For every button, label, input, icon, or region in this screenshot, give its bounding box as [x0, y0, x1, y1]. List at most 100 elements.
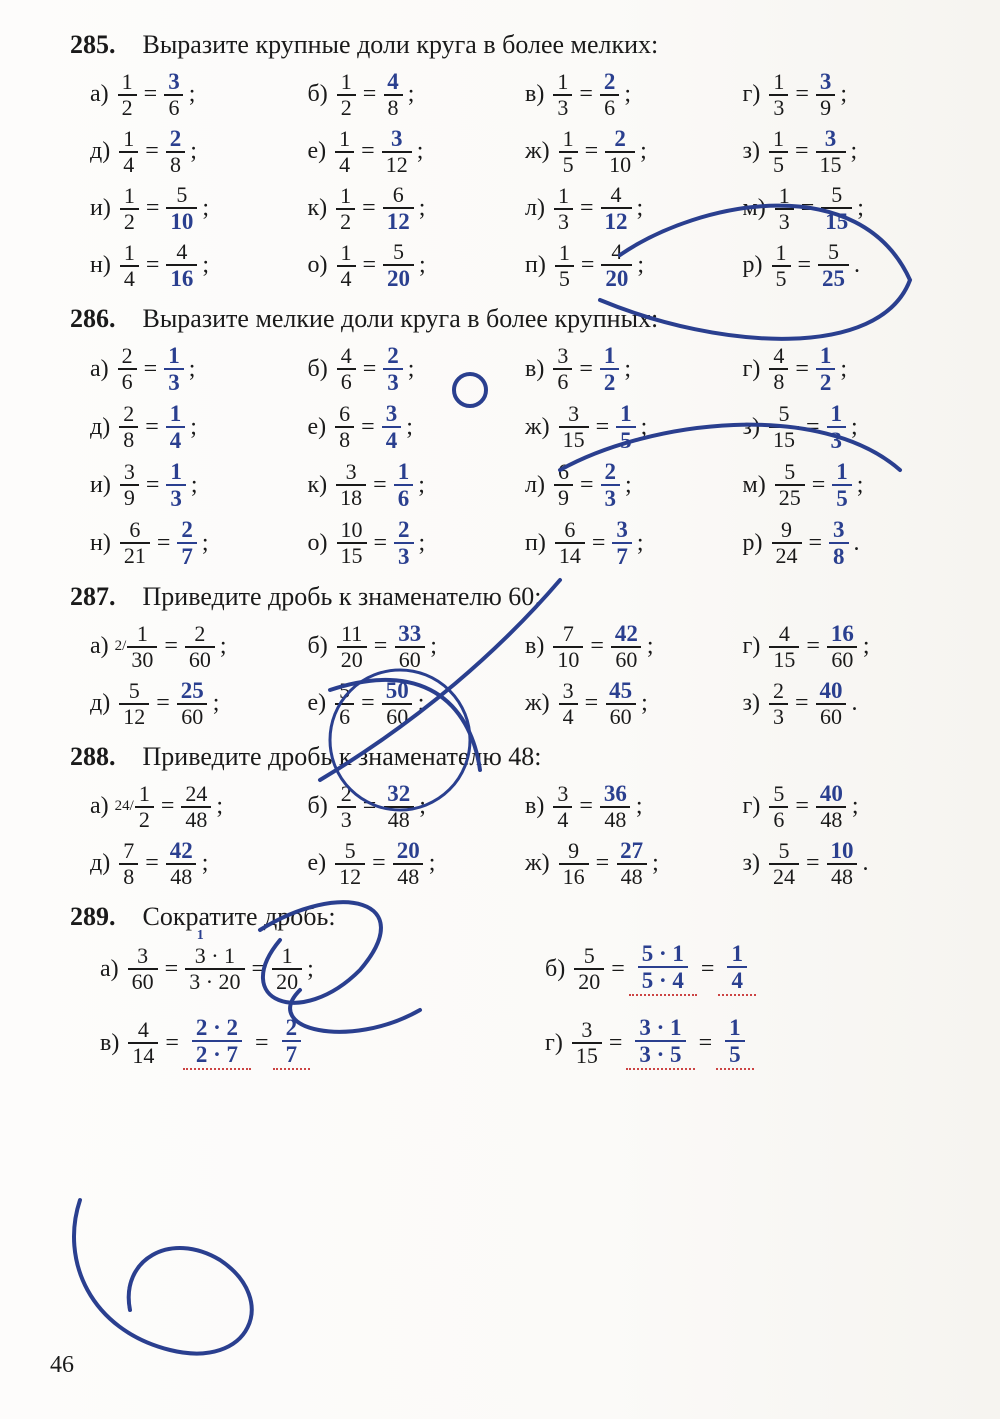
problem-289-grid: а)360=31 · 13 · 20=120; б)520=5 · 15 · 4=… [100, 942, 950, 1070]
item-label: г) [743, 356, 761, 383]
item-label: з) [743, 690, 760, 717]
problem-288-grid: а)24/12=2448;б)23=3248;в)34=3648;г)56=40… [90, 782, 950, 888]
fraction-item: з)524=1048. [743, 839, 951, 888]
page: 285. Выразите крупные доли круга в более… [0, 0, 1000, 1419]
fraction-item: г)48=12; [743, 344, 951, 394]
problem-number: 289. [70, 902, 130, 932]
fraction-item: з)15=315; [743, 127, 951, 176]
fraction-item: р)924=38. [743, 518, 951, 568]
item-label: к) [308, 472, 328, 499]
item-label: в) [525, 356, 544, 383]
fraction-item: е)512=2048; [308, 839, 516, 888]
item-label: е) [308, 138, 327, 165]
fraction-item: г)315=3 · 13 · 5=15 [545, 1016, 950, 1070]
item-label: а) [90, 81, 109, 108]
item-label: в) [100, 1030, 119, 1057]
fraction-item: б)1120=3360; [308, 622, 516, 671]
problem-285: 285. Выразите крупные доли круга в более… [70, 30, 950, 290]
item-label: а) [90, 633, 109, 660]
problem-287-grid: а)2/130=260;б)1120=3360;в)710=4260;г)415… [90, 622, 950, 728]
item-label: о) [308, 252, 328, 279]
fraction-item: п)15=420; [525, 241, 733, 290]
item-label: б) [545, 956, 565, 983]
item-label: в) [525, 633, 544, 660]
item-label: ж) [525, 138, 550, 165]
fraction-item: к)12=612; [308, 184, 516, 233]
fraction-item: в)414=2 · 22 · 7=27 [100, 1016, 505, 1070]
fraction-item: з)23=4060. [743, 679, 951, 728]
item-label: д) [90, 138, 110, 165]
fraction-item: ж)15=210; [525, 127, 733, 176]
item-label: г) [743, 793, 761, 820]
item-label: а) [100, 956, 119, 983]
fraction-item: а)360=31 · 13 · 20=120; [100, 942, 505, 996]
fraction-item: в)13=26; [525, 70, 733, 119]
item-label: е) [308, 414, 327, 441]
item-label: д) [90, 414, 110, 441]
item-label: к) [308, 195, 328, 222]
item-label: г) [743, 81, 761, 108]
fraction-item: н)621=27; [90, 518, 298, 568]
problem-number: 287. [70, 582, 130, 612]
fraction-item: б)520=5 · 15 · 4=14 [545, 942, 950, 996]
item-label: г) [545, 1030, 563, 1057]
fraction-item: г)56=4048; [743, 782, 951, 831]
fraction-item: м)13=515; [743, 184, 951, 233]
problem-number: 286. [70, 304, 130, 334]
item-label: е) [308, 690, 327, 717]
problem-title: Сократите дробь: [143, 902, 336, 931]
item-label: з) [743, 414, 760, 441]
item-label: ж) [525, 850, 550, 877]
item-label: б) [308, 356, 328, 383]
fraction-item: е)56=5060; [308, 679, 516, 728]
fraction-item: д)78=4248; [90, 839, 298, 888]
problem-288: 288. Приведите дробь к знаменателю 48: а… [70, 742, 950, 888]
problem-289: 289. Сократите дробь: а)360=31 · 13 · 20… [70, 902, 950, 1070]
item-label: л) [525, 195, 545, 222]
problem-number: 288. [70, 742, 130, 772]
fraction-item: ж)916=2748; [525, 839, 733, 888]
problem-head: 287. Приведите дробь к знаменателю 60: [70, 582, 950, 612]
fraction-item: а)24/12=2448; [90, 782, 298, 831]
problem-number: 285. [70, 30, 130, 60]
fraction-item: а)26=13; [90, 344, 298, 394]
fraction-item: п)614=37; [525, 518, 733, 568]
item-label: е) [308, 850, 327, 877]
fraction-item: д)28=14; [90, 402, 298, 452]
item-label: г) [743, 633, 761, 660]
problem-title: Приведите дробь к знаменателю 48: [143, 742, 542, 771]
fraction-item: о)1015=23; [308, 518, 516, 568]
item-label: м) [743, 195, 766, 222]
fraction-item: в)34=3648; [525, 782, 733, 831]
fraction-item: и)12=510; [90, 184, 298, 233]
item-label: н) [90, 530, 111, 557]
item-label: л) [525, 472, 545, 499]
item-label: б) [308, 633, 328, 660]
problem-286: 286. Выразите мелкие доли круга в более … [70, 304, 950, 568]
item-label: д) [90, 850, 110, 877]
item-label: р) [743, 530, 763, 557]
page-number: 46 [50, 1352, 74, 1379]
fraction-item: е)68=34; [308, 402, 516, 452]
item-label: р) [743, 252, 763, 279]
item-label: з) [743, 850, 760, 877]
fraction-item: б)23=3248; [308, 782, 516, 831]
fraction-item: д)512=2560; [90, 679, 298, 728]
fraction-item: г)415=1660; [743, 622, 951, 671]
fraction-item: и)39=13; [90, 460, 298, 510]
problem-286-grid: а)26=13;б)46=23;в)36=12;г)48=12;д)28=14;… [90, 344, 950, 568]
fraction-item: л)13=412; [525, 184, 733, 233]
problem-285-grid: а)12=36;б)12=48;в)13=26;г)13=39;д)14=28;… [90, 70, 950, 290]
fraction-item: ж)315=15; [525, 402, 733, 452]
problem-287: 287. Приведите дробь к знаменателю 60: а… [70, 582, 950, 728]
problem-head: 288. Приведите дробь к знаменателю 48: [70, 742, 950, 772]
item-label: о) [308, 530, 328, 557]
item-label: м) [743, 472, 766, 499]
fraction-item: л)69=23; [525, 460, 733, 510]
fraction-item: з)515=13; [743, 402, 951, 452]
fraction-item: о)14=520; [308, 241, 516, 290]
fraction-item: к)318=16; [308, 460, 516, 510]
item-label: и) [90, 472, 111, 499]
fraction-item: в)710=4260; [525, 622, 733, 671]
problem-title: Выразите крупные доли круга в более мелк… [143, 30, 659, 59]
